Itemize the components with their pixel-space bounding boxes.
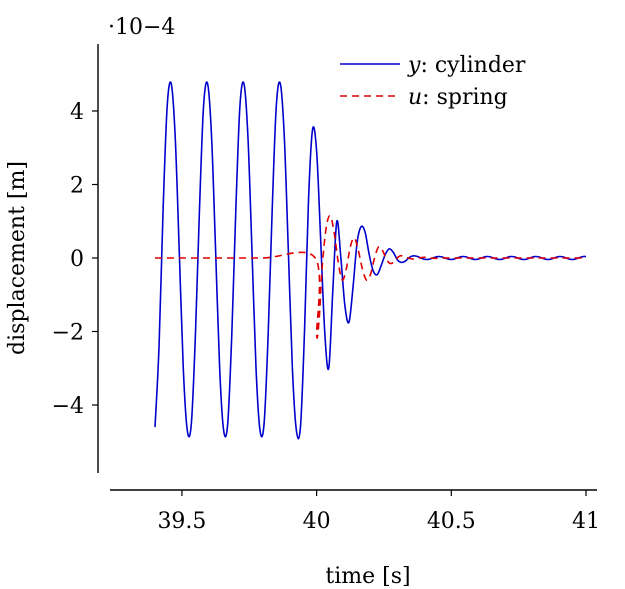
y-tick-label: −4 bbox=[52, 394, 84, 419]
y-tick-label: 0 bbox=[70, 247, 84, 272]
y-axis: −4 −2 0 2 4 bbox=[52, 44, 99, 473]
series-line-spring bbox=[154, 214, 586, 339]
x-tick-label: 40 bbox=[303, 509, 331, 534]
series-line-cylinder bbox=[154, 81, 587, 440]
x-axis: 39.5 40 40.5 41 bbox=[110, 489, 600, 534]
y-tick-label: 2 bbox=[70, 174, 84, 199]
legend: y: cylinder u: spring bbox=[340, 53, 526, 110]
x-tick-label: 39.5 bbox=[157, 509, 206, 534]
x-tick-label: 41 bbox=[572, 509, 600, 534]
legend-label: y: cylinder bbox=[407, 53, 526, 78]
y-scale-note: ·10−4 bbox=[108, 15, 175, 40]
legend-label: u: spring bbox=[408, 85, 508, 110]
series-group bbox=[154, 81, 587, 440]
y-tick-label: −2 bbox=[52, 321, 84, 346]
x-tick-label: 40.5 bbox=[427, 509, 476, 534]
y-tick-label: 4 bbox=[70, 100, 84, 125]
y-axis-title: displacement [m] bbox=[5, 161, 30, 355]
x-axis-title: time [s] bbox=[325, 564, 410, 589]
